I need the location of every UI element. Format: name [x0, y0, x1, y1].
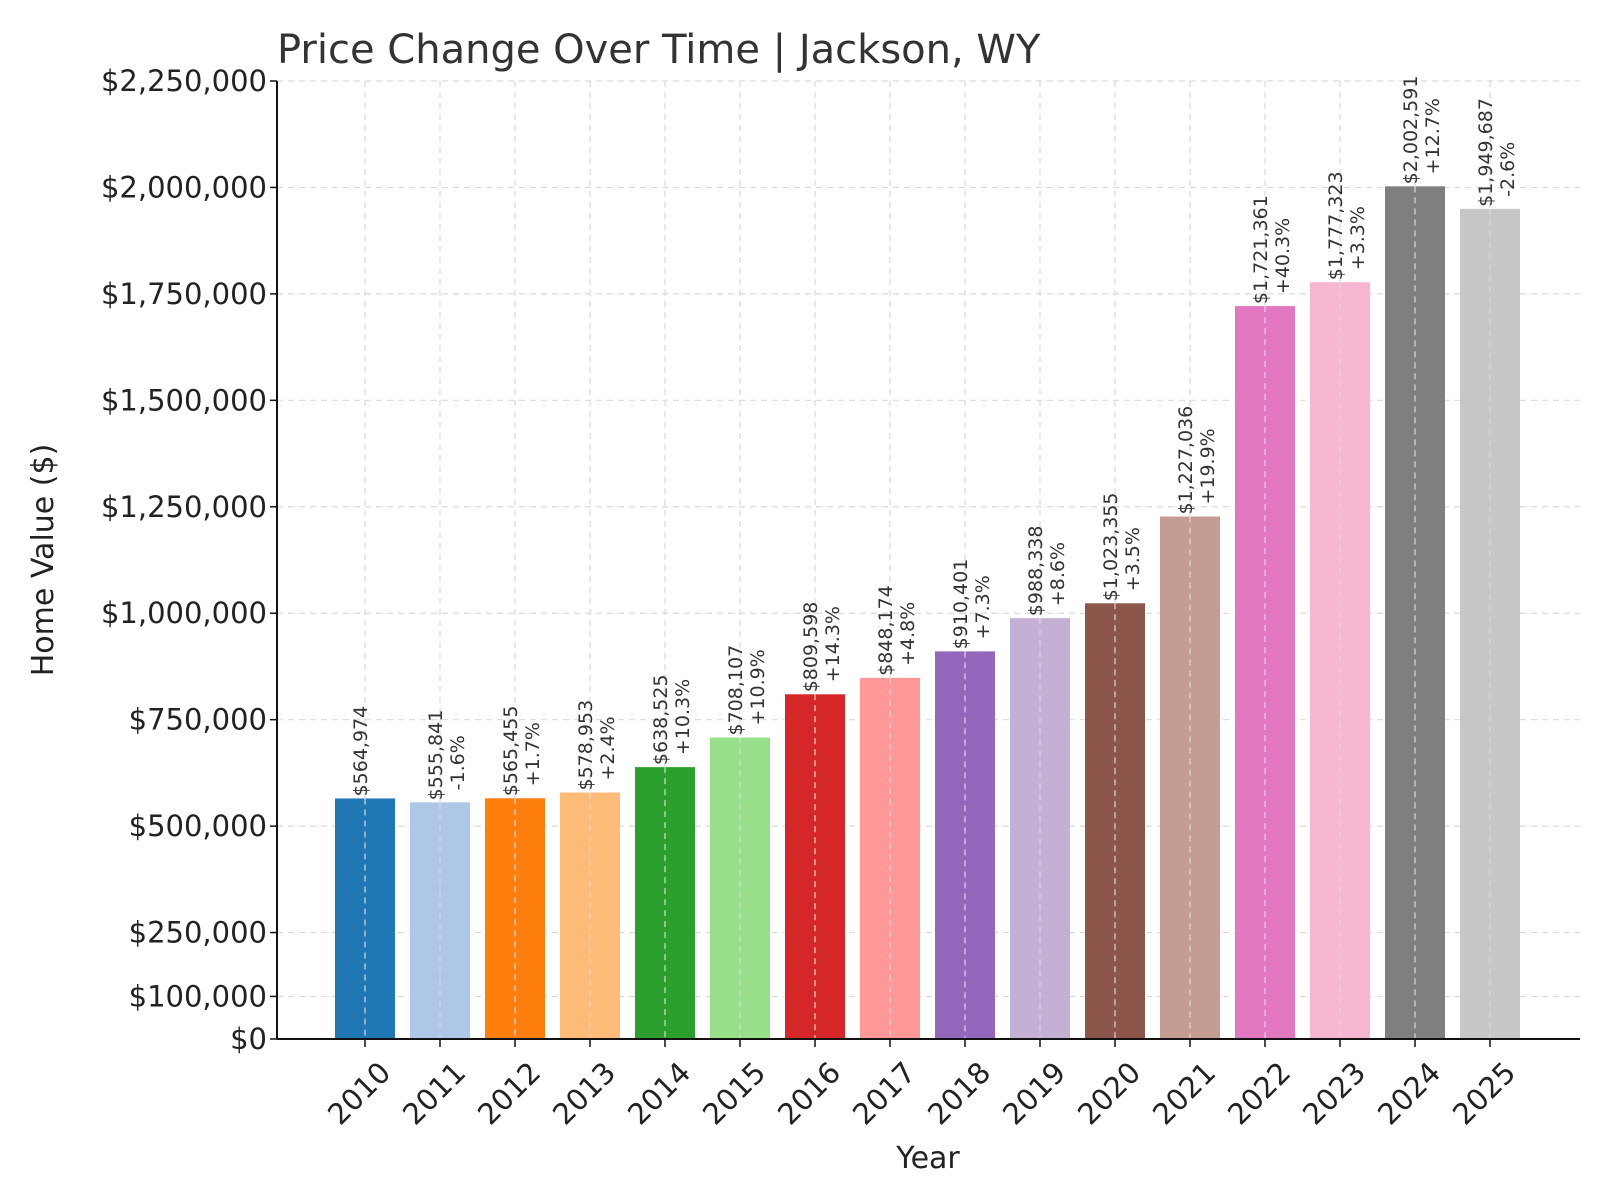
- value-label: $578,953: [575, 700, 597, 791]
- axes: [276, 81, 1580, 1040]
- y-tick-label: $2,250,000: [101, 64, 267, 98]
- y-tick-label: $250,000: [129, 916, 267, 950]
- change-label: +10.9%: [747, 649, 769, 725]
- x-tick-label: 2025: [1446, 1055, 1522, 1131]
- value-label: $555,841: [425, 710, 447, 801]
- x-tick-label: 2015: [696, 1055, 772, 1131]
- value-label: $564,974: [350, 706, 372, 797]
- grid-lines: [277, 80, 1580, 1039]
- change-label: +14.3%: [822, 606, 844, 682]
- bar-2025: [1460, 208, 1520, 1040]
- y-axis-label: Home Value ($): [26, 444, 61, 677]
- change-label: -1.6%: [447, 735, 469, 790]
- x-tick-labels: 2010201120122013201420152016201720182019…: [321, 1039, 1522, 1131]
- change-label: +19.9%: [1197, 428, 1219, 504]
- x-tick-label: 2013: [546, 1055, 622, 1131]
- y-tick-label: $1,500,000: [101, 383, 267, 417]
- y-tick-labels: $0 $100,000 $250,000 $500,000 $750,000 $1,000…: [101, 64, 277, 1056]
- y-tick-label: $750,000: [129, 703, 267, 737]
- value-label: $1,721,361: [1250, 195, 1272, 304]
- change-label: +40.3%: [1272, 218, 1294, 294]
- bar-2016: [785, 694, 845, 1039]
- bar-2011: [410, 802, 470, 1039]
- bar-2020: [1085, 603, 1145, 1039]
- bar-2024: [1385, 186, 1445, 1039]
- x-axis-label: Year: [895, 1141, 960, 1176]
- value-label: $988,338: [1025, 526, 1047, 617]
- change-label: +1.7%: [522, 722, 544, 786]
- value-label: $2,002,591: [1400, 76, 1422, 185]
- value-label: $910,401: [950, 559, 972, 650]
- value-label: $1,023,355: [1100, 492, 1122, 601]
- value-label: $848,174: [875, 585, 897, 676]
- y-tick-label: $500,000: [129, 809, 267, 843]
- change-label: +8.6%: [1047, 542, 1069, 606]
- chart-title: Price Change Over Time | Jackson, WY: [277, 27, 1041, 73]
- x-tick-label: 2023: [1296, 1055, 1372, 1131]
- x-tick-label: 2017: [846, 1055, 922, 1131]
- change-label: +3.5%: [1122, 527, 1144, 591]
- change-label: +3.3%: [1347, 206, 1369, 270]
- y-tick-label: $0: [230, 1022, 267, 1056]
- change-label: +7.3%: [972, 575, 994, 639]
- x-tick-label: 2020: [1071, 1055, 1147, 1131]
- change-label: +10.3%: [672, 679, 694, 755]
- x-tick-label: 2019: [996, 1055, 1072, 1131]
- bar-2021: [1160, 516, 1220, 1039]
- x-tick-label: 2018: [921, 1055, 997, 1131]
- value-label: $1,949,687: [1475, 98, 1497, 207]
- y-tick-label: $1,750,000: [101, 277, 267, 311]
- x-tick-label: 2010: [321, 1055, 397, 1131]
- change-label: +2.4%: [597, 716, 619, 780]
- x-tick-label: 2024: [1371, 1055, 1447, 1131]
- bar-2015: [710, 737, 770, 1039]
- value-label: $708,107: [725, 645, 747, 736]
- value-label: $638,525: [650, 674, 672, 765]
- x-tick-label: 2016: [771, 1055, 847, 1131]
- x-tick-label: 2011: [396, 1055, 472, 1131]
- y-tick-label: $100,000: [129, 979, 267, 1013]
- y-tick-label: $1,250,000: [101, 490, 267, 524]
- change-label: +12.7%: [1422, 98, 1444, 174]
- x-tick-label: 2014: [621, 1055, 697, 1131]
- y-tick-label: $1,000,000: [101, 596, 267, 630]
- value-label: $809,598: [800, 602, 822, 693]
- x-tick-label: 2022: [1221, 1055, 1297, 1131]
- value-label: $1,777,323: [1325, 171, 1347, 280]
- value-label: $1,227,036: [1175, 406, 1197, 515]
- data-labels: $564,974 $555,841 -1.6% $565,455 +1.7% $578,9…: [350, 76, 1519, 801]
- bars: [335, 186, 1520, 1040]
- y-tick-label: $2,000,000: [101, 170, 267, 204]
- value-label: $565,455: [500, 706, 522, 797]
- x-tick-label: 2021: [1146, 1055, 1222, 1131]
- change-label: +4.8%: [897, 602, 919, 666]
- x-tick-label: 2012: [471, 1055, 547, 1131]
- change-label: -2.6%: [1497, 142, 1519, 197]
